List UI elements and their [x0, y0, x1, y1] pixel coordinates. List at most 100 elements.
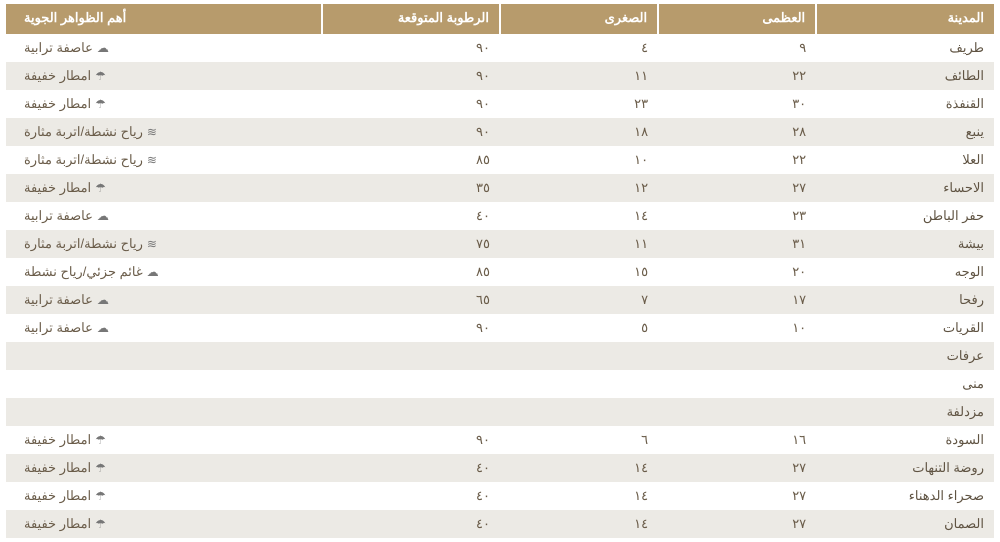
cell-humidity: ٤٠ — [322, 510, 500, 538]
cell-min: ١٤ — [500, 454, 658, 482]
cell-humidity: ٩٠ — [322, 426, 500, 454]
cell-city: الوجه — [816, 258, 994, 286]
phenomena-text: امطار خفيفة — [24, 432, 91, 448]
cell-phenomena: ☁ عاصفة ترابية — [6, 34, 322, 62]
cloud-icon: ☁ — [147, 266, 159, 278]
phenomena-text: رياح نشطة/اتربة مثارة — [24, 152, 143, 168]
dust-icon: ☁ — [97, 42, 109, 54]
cell-max: ١٦ — [658, 426, 816, 454]
cell-humidity: ٧٥ — [322, 230, 500, 258]
cell-max: ٢٧ — [658, 510, 816, 538]
dust-icon: ☁ — [97, 210, 109, 222]
cell-max: ٢٧ — [658, 454, 816, 482]
cell-city: منى — [816, 370, 994, 398]
cell-humidity: ٤٠ — [322, 482, 500, 510]
cell-max: ٩ — [658, 34, 816, 62]
cell-max: ٣١ — [658, 230, 816, 258]
wind-icon: ≋ — [147, 126, 157, 138]
cell-city: رفحا — [816, 286, 994, 314]
phenomena-text: امطار خفيفة — [24, 180, 91, 196]
cell-humidity: ٦٥ — [322, 286, 500, 314]
phenomena-text: امطار خفيفة — [24, 516, 91, 532]
cell-humidity: ٩٠ — [322, 314, 500, 342]
phenomena-text: عاصفة ترابية — [24, 208, 93, 224]
cell-humidity: ٩٠ — [322, 34, 500, 62]
cell-phenomena: ☂امطار خفيفة — [6, 510, 322, 538]
cell-city: مزدلفة — [816, 398, 994, 426]
cell-city: القنفذة — [816, 90, 994, 118]
cell-max: ٢٨ — [658, 118, 816, 146]
cell-min: ١١ — [500, 62, 658, 90]
phenomena-text: رياح نشطة/اتربة مثارة — [24, 124, 143, 140]
cell-humidity: ٩٠ — [322, 118, 500, 146]
rain-icon: ☂ — [95, 462, 106, 474]
cell-phenomena: ☂امطار خفيفة — [6, 90, 322, 118]
cell-min — [500, 370, 658, 398]
table-row: الاحساء٢٧١٢٣٥ ☂ امطار خفيفة — [6, 174, 994, 202]
table-row: الصمان٢٧١٤٤٠☂امطار خفيفة — [6, 510, 994, 538]
rain-icon: ☂ — [95, 98, 106, 110]
cell-city: عرفات — [816, 342, 994, 370]
cell-min: ١٢ — [500, 174, 658, 202]
cell-min — [500, 398, 658, 426]
cell-max — [658, 398, 816, 426]
phenomena-text: امطار خفيفة — [24, 488, 91, 504]
table-row: السودة١٦٦٩٠☂امطار خفيفة — [6, 426, 994, 454]
cell-city: حفر الباطن — [816, 202, 994, 230]
cell-min: ٧ — [500, 286, 658, 314]
table-header: المدينة العظمى الصغرى الرطوبة المتوقعة أ… — [6, 4, 994, 34]
cell-min: ٦ — [500, 426, 658, 454]
cell-city: ينبع — [816, 118, 994, 146]
cell-max: ٣٠ — [658, 90, 816, 118]
cell-city: بيشة — [816, 230, 994, 258]
cell-max: ٢٧ — [658, 482, 816, 510]
table-row: حفر الباطن٢٣١٤٤٠☁عاصفة ترابية — [6, 202, 994, 230]
cell-min: ١٨ — [500, 118, 658, 146]
cell-humidity: ٤٠ — [322, 454, 500, 482]
col-header-max: العظمى — [658, 4, 816, 34]
cell-min — [500, 342, 658, 370]
cell-humidity: ٣٥ — [322, 174, 500, 202]
cell-max: ٢٠ — [658, 258, 816, 286]
wind-icon: ≋ — [147, 238, 157, 250]
cell-humidity: ٨٥ — [322, 258, 500, 286]
rain-icon: ☂ — [95, 182, 106, 194]
cell-humidity: ٩٠ — [322, 62, 500, 90]
table-row: روضة التنهات٢٧١٤٤٠☂امطار خفيفة — [6, 454, 994, 482]
cell-humidity: ٤٠ — [322, 202, 500, 230]
cell-max — [658, 370, 816, 398]
table-row: العلا٢٢١٠٨٥≋رياح نشطة/اتربة مثارة — [6, 146, 994, 174]
weather-table: المدينة العظمى الصغرى الرطوبة المتوقعة أ… — [6, 4, 994, 538]
table-body: طريف٩٤٩٠☁عاصفة ترابيةالطائف٢٢١١٩٠☂امطار … — [6, 34, 994, 538]
cell-phenomena: ☁عاصفة ترابية — [6, 286, 322, 314]
cell-phenomena: ≋رياح نشطة/اتربة مثارة — [6, 230, 322, 258]
cell-phenomena: ☂امطار خفيفة — [6, 426, 322, 454]
phenomena-text: امطار خفيفة — [24, 68, 91, 84]
cell-humidity — [322, 370, 500, 398]
table-row: الطائف٢٢١١٩٠☂امطار خفيفة — [6, 62, 994, 90]
cell-min: ٢٣ — [500, 90, 658, 118]
cell-phenomena: ☁غائم جزئي/رياح نشطة — [6, 258, 322, 286]
cell-city: القريات — [816, 314, 994, 342]
cell-city: صحراء الدهناء — [816, 482, 994, 510]
cell-phenomena: ☂امطار خفيفة — [6, 62, 322, 90]
table-row: طريف٩٤٩٠☁عاصفة ترابية — [6, 34, 994, 62]
cell-min: ١١ — [500, 230, 658, 258]
cell-city: العلا — [816, 146, 994, 174]
cell-min: ١٤ — [500, 510, 658, 538]
cell-phenomena — [6, 342, 322, 370]
table-row: عرفات — [6, 342, 994, 370]
cell-phenomena: ☁ عاصفة ترابية — [6, 202, 322, 230]
cell-max: ٢٧ — [658, 174, 816, 202]
table-row: رفحا١٧٧٦٥☁عاصفة ترابية — [6, 286, 994, 314]
cell-city: السودة — [816, 426, 994, 454]
cell-phenomena: ≋رياح نشطة/اتربة مثارة — [6, 146, 322, 174]
phenomena-text: امطار خفيفة — [24, 460, 91, 476]
phenomena-text: عاصفة ترابية — [24, 40, 93, 56]
cell-humidity: ٩٠ — [322, 90, 500, 118]
cell-humidity: ٨٥ — [322, 146, 500, 174]
table-row: ينبع٢٨١٨٩٠ ≋ رياح نشطة/اتربة مثارة — [6, 118, 994, 146]
cell-city: الاحساء — [816, 174, 994, 202]
cell-max: ١٠ — [658, 314, 816, 342]
cell-city: الطائف — [816, 62, 994, 90]
